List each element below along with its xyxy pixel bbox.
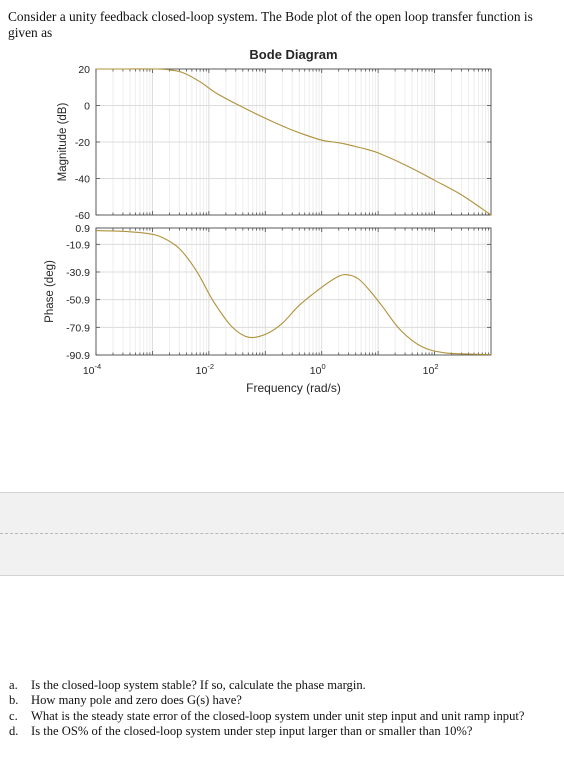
x-axis-label: Frequency (rad/s) (246, 381, 341, 395)
bode-diagram: Bode Diagram 20 0 -20 -40 -60 Magnitude (dB) 0.… (44, 47, 492, 395)
y-tick-label: 20 (78, 64, 90, 76)
question-item-a: a. Is the closed-loop system stable? If … (0, 678, 556, 693)
y-tick-label: -30.9 (66, 267, 90, 279)
question-text: Is the closed-loop system stable? If so,… (31, 678, 366, 692)
question-item-d: d. Is the OS% of the closed-loop system … (0, 724, 556, 739)
y-tick-label: -10.9 (66, 239, 90, 251)
y-tick-label: -20 (75, 137, 90, 149)
problem-intro: Consider a unity feedback closed-loop sy… (8, 9, 533, 40)
x-tick-label: 10-4 (83, 362, 101, 377)
axes-box (95, 227, 492, 356)
y-tick-label: -50.9 (66, 295, 90, 307)
phase-series-line (95, 230, 492, 356)
question-letter: a. (9, 678, 18, 692)
plot-area (96, 228, 491, 355)
question-item-c: c. What is the steady state error of the… (0, 709, 556, 724)
y-axis-label: Phase (deg) (44, 260, 56, 323)
y-tick-label: -60 (75, 210, 90, 222)
chart-title: Bode Diagram (249, 47, 337, 62)
dashed-divider (0, 533, 564, 534)
y-tick-label: -90.9 (66, 350, 90, 362)
question-list: a. Is the closed-loop system stable? If … (0, 678, 556, 739)
question-letter: c. (9, 708, 18, 723)
question-item-b: b. How many pole and zero does G(s) have… (0, 693, 556, 708)
y-axis-label: Magnitude (dB) (57, 103, 69, 182)
x-tick-label: 102 (423, 362, 439, 377)
magnitude-panel: 20 0 -20 -40 -60 Magnitude (dB) (57, 64, 492, 222)
question-letter: b. (9, 693, 19, 708)
question-text: What is the steady state error of the cl… (31, 708, 525, 723)
question-text: Is the OS% of the closed-loop system und… (31, 723, 473, 738)
y-tick-label: 0.9 (75, 223, 90, 235)
y-tick-label: 0 (84, 101, 90, 113)
y-tick-label: -40 (75, 174, 90, 186)
x-tick-label: 10-2 (196, 362, 214, 377)
question-letter: d. (9, 723, 19, 738)
phase-panel: 0.9 -10.9 -30.9 -50.9 -70.9 -90.9 Phase (deg) (44, 223, 492, 362)
question-text: How many pole and zero does G(s) have? (31, 693, 242, 708)
answer-separator-band (0, 492, 564, 576)
x-tick-label: 100 (310, 362, 326, 377)
y-tick-label: -70.9 (66, 322, 90, 334)
magnitude-series-line (96, 68, 492, 216)
